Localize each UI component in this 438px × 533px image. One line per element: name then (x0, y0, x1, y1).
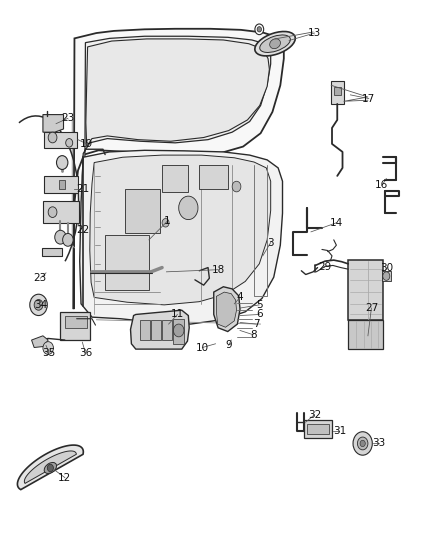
Polygon shape (42, 248, 62, 256)
Polygon shape (60, 312, 90, 340)
Text: 35: 35 (42, 348, 56, 358)
Text: 36: 36 (79, 348, 92, 358)
Text: 14: 14 (330, 218, 343, 228)
Text: 19: 19 (80, 139, 93, 149)
Polygon shape (199, 165, 228, 189)
Text: 1: 1 (164, 216, 171, 226)
Text: 27: 27 (365, 303, 378, 313)
Text: 8: 8 (250, 330, 257, 340)
Text: 23: 23 (34, 273, 47, 283)
Polygon shape (82, 36, 271, 251)
Circle shape (57, 156, 68, 169)
Polygon shape (162, 320, 172, 340)
Circle shape (255, 24, 264, 35)
Circle shape (47, 464, 53, 472)
Polygon shape (348, 320, 383, 349)
Text: 7: 7 (253, 319, 260, 329)
Circle shape (257, 27, 261, 32)
Circle shape (34, 300, 43, 310)
Polygon shape (25, 451, 76, 483)
Polygon shape (214, 287, 240, 332)
Ellipse shape (260, 35, 290, 52)
Text: 33: 33 (372, 439, 385, 448)
Text: 10: 10 (196, 343, 209, 352)
Polygon shape (86, 39, 269, 147)
Polygon shape (125, 189, 160, 233)
Circle shape (179, 196, 198, 220)
Text: 23: 23 (61, 114, 74, 123)
Text: 12: 12 (58, 473, 71, 482)
Text: 34: 34 (34, 300, 47, 310)
Polygon shape (151, 320, 161, 340)
Circle shape (43, 342, 53, 354)
Polygon shape (18, 445, 83, 490)
Circle shape (162, 219, 169, 227)
Circle shape (360, 440, 365, 447)
Polygon shape (304, 420, 332, 438)
Ellipse shape (44, 463, 57, 473)
Text: 5: 5 (256, 300, 263, 310)
Text: 13: 13 (308, 28, 321, 38)
Polygon shape (80, 150, 283, 324)
Ellipse shape (270, 39, 280, 49)
Polygon shape (307, 424, 328, 434)
Polygon shape (348, 260, 383, 320)
Polygon shape (90, 155, 271, 305)
Text: 22: 22 (77, 225, 90, 235)
Circle shape (63, 233, 73, 246)
Text: 30: 30 (381, 263, 394, 272)
Polygon shape (162, 165, 188, 192)
Polygon shape (216, 292, 237, 327)
Circle shape (30, 294, 47, 316)
Text: 9: 9 (225, 341, 232, 350)
Polygon shape (382, 271, 391, 281)
Polygon shape (44, 176, 78, 193)
Circle shape (55, 230, 66, 244)
Text: 17: 17 (362, 94, 375, 103)
Circle shape (383, 272, 390, 280)
Circle shape (48, 132, 57, 143)
Circle shape (353, 432, 372, 455)
Polygon shape (65, 316, 87, 328)
Polygon shape (44, 132, 77, 148)
Text: 31: 31 (333, 426, 346, 435)
Text: 29: 29 (318, 262, 332, 271)
Text: 18: 18 (212, 265, 225, 274)
Polygon shape (173, 319, 184, 344)
Polygon shape (32, 336, 48, 348)
Text: 4: 4 (237, 293, 244, 302)
Polygon shape (74, 29, 284, 309)
Polygon shape (334, 87, 341, 95)
Polygon shape (43, 115, 64, 132)
Circle shape (66, 139, 73, 147)
Polygon shape (331, 81, 344, 104)
Polygon shape (105, 235, 149, 290)
Circle shape (48, 207, 57, 217)
Text: 21: 21 (77, 184, 90, 194)
Polygon shape (59, 180, 65, 189)
Polygon shape (43, 201, 79, 223)
Ellipse shape (255, 31, 295, 56)
Text: 16: 16 (375, 181, 389, 190)
Circle shape (357, 437, 368, 450)
Text: 6: 6 (256, 310, 263, 319)
Text: 32: 32 (308, 410, 321, 419)
Polygon shape (131, 310, 189, 349)
Text: 3: 3 (267, 238, 274, 247)
Circle shape (232, 181, 241, 192)
Polygon shape (140, 320, 150, 340)
Text: 11: 11 (171, 310, 184, 319)
Circle shape (173, 324, 184, 337)
